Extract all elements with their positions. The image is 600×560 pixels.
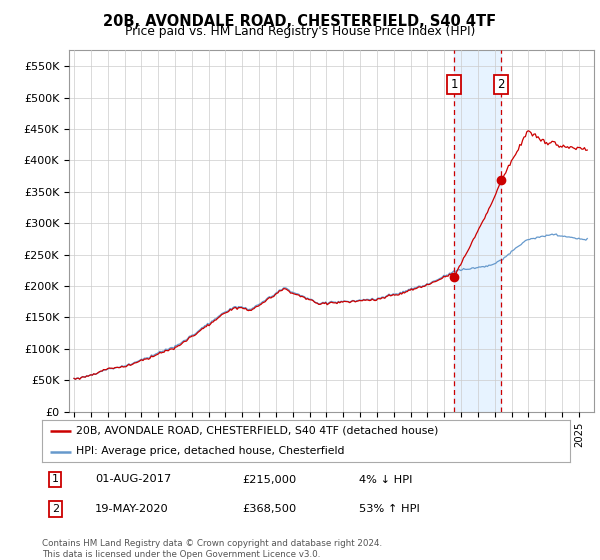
Text: 2: 2 — [52, 504, 59, 514]
Text: £215,000: £215,000 — [242, 474, 297, 484]
Text: 4% ↓ HPI: 4% ↓ HPI — [359, 474, 412, 484]
Text: 53% ↑ HPI: 53% ↑ HPI — [359, 504, 419, 514]
Text: 1: 1 — [450, 78, 458, 91]
Text: HPI: Average price, detached house, Chesterfield: HPI: Average price, detached house, Ches… — [76, 446, 345, 456]
Text: 2: 2 — [497, 78, 505, 91]
Text: 19-MAY-2020: 19-MAY-2020 — [95, 504, 169, 514]
Text: £368,500: £368,500 — [242, 504, 297, 514]
Text: Price paid vs. HM Land Registry's House Price Index (HPI): Price paid vs. HM Land Registry's House … — [125, 25, 475, 38]
Text: Contains HM Land Registry data © Crown copyright and database right 2024.
This d: Contains HM Land Registry data © Crown c… — [42, 539, 382, 559]
Text: 1: 1 — [52, 474, 59, 484]
Text: 20B, AVONDALE ROAD, CHESTERFIELD, S40 4TF (detached house): 20B, AVONDALE ROAD, CHESTERFIELD, S40 4T… — [76, 426, 439, 436]
Text: 01-AUG-2017: 01-AUG-2017 — [95, 474, 171, 484]
Text: 20B, AVONDALE ROAD, CHESTERFIELD, S40 4TF: 20B, AVONDALE ROAD, CHESTERFIELD, S40 4T… — [103, 14, 497, 29]
Bar — [454, 50, 501, 412]
